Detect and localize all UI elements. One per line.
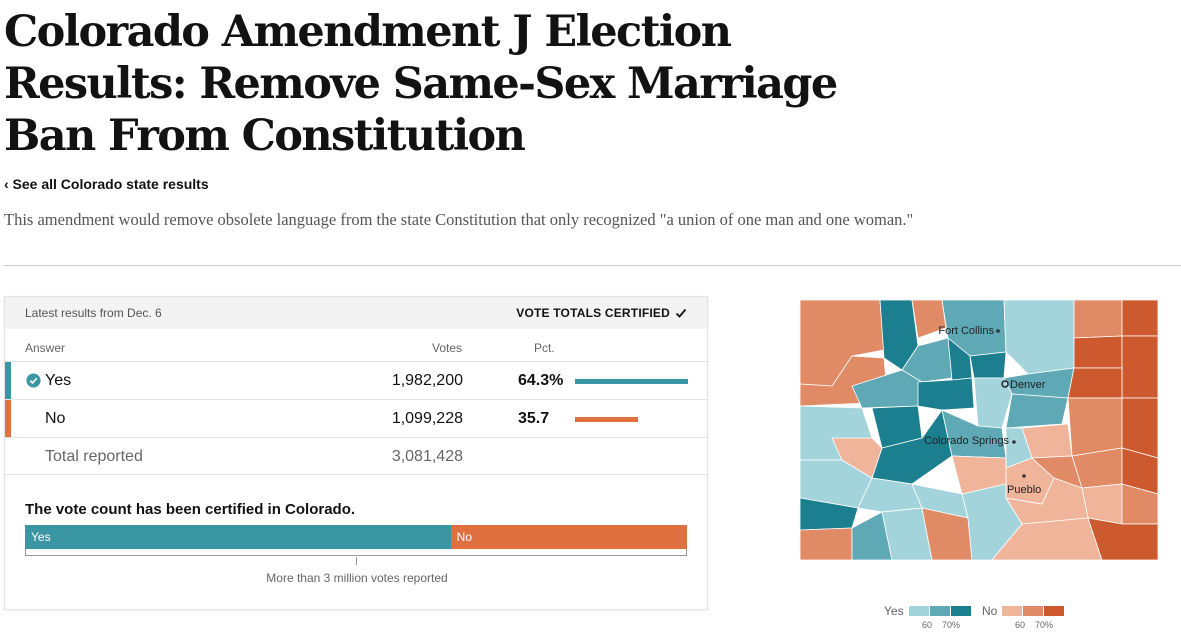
- yes-pct: 64.3%: [518, 372, 564, 389]
- answer-no-label: No: [45, 410, 66, 427]
- city-denver: Denver: [1001, 379, 1046, 391]
- city-pueblo: Pueblo: [1007, 474, 1041, 496]
- checkmark-icon: [675, 308, 687, 318]
- legend-no-tick-70: 70%: [1035, 620, 1054, 630]
- pct-column-header: Pct.: [534, 341, 555, 355]
- county-sedgwick[interactable]: [1121, 299, 1159, 337]
- reported-note: More than 3 million votes reported: [266, 571, 448, 585]
- yes-color-stripe: [5, 362, 11, 400]
- no-pct: 35.7: [518, 410, 550, 427]
- county-baca[interactable]: [1087, 517, 1159, 561]
- result-row-total: Total reported 3,081,428: [5, 437, 707, 475]
- legend-no-swatches: [1002, 604, 1065, 616]
- amendment-summary: This amendment would remove obsolete lan…: [4, 210, 914, 229]
- results-card-header: Latest results from Dec. 6 VOTE TOTALS C…: [5, 297, 707, 329]
- answer-column-header: Answer: [25, 341, 66, 355]
- city-denver-label: Denver: [1010, 379, 1046, 391]
- city-fort-collins: Fort Collins: [938, 325, 1000, 337]
- vote-share-axis: [25, 549, 687, 556]
- legend-yes-swatch-3: [951, 606, 971, 616]
- yes-votes: 1,982,200: [391, 372, 463, 389]
- legend-no-label: No: [982, 604, 998, 618]
- no-color-stripe: [5, 400, 11, 438]
- county-yuma[interactable]: [1121, 335, 1159, 399]
- county-park[interactable]: [941, 409, 1007, 459]
- legend-yes-swatches: [909, 604, 972, 616]
- county-logan[interactable]: [1073, 299, 1123, 339]
- city-colorado-springs-label: Colorado Springs: [924, 435, 1009, 447]
- county-kit-carson[interactable]: [1121, 397, 1159, 459]
- city-fort-collins-label: Fort Collins: [938, 325, 994, 337]
- county-montezuma[interactable]: [799, 527, 853, 561]
- vote-share-midpoint-tick: [356, 557, 357, 565]
- vote-share-bar: Yes No: [25, 525, 687, 549]
- vote-share-yes: Yes: [25, 525, 451, 549]
- no-votes: 1,099,228: [391, 410, 463, 427]
- legend-yes-tick-70: 70%: [942, 620, 961, 630]
- county-summit[interactable]: [917, 377, 975, 411]
- county-lincoln[interactable]: [1067, 397, 1123, 457]
- county-arapahoe[interactable]: [1005, 393, 1069, 429]
- certified-note: The vote count has been certified in Col…: [25, 501, 356, 518]
- legend-yes-swatch-2: [930, 606, 950, 616]
- votes-column-header: Votes: [432, 341, 463, 355]
- legend-yes-label: Yes: [884, 604, 904, 618]
- legend-no-tick-60: 60: [1015, 620, 1026, 630]
- total-reported-label: Total reported: [45, 448, 143, 465]
- certified-label: VOTE TOTALS CERTIFIED: [516, 306, 670, 320]
- city-pueblo-label: Pueblo: [1007, 484, 1041, 496]
- total-votes: 3,081,428: [391, 448, 463, 465]
- legend-yes-tick-60: 60: [922, 620, 933, 630]
- answer-yes-label: Yes: [45, 372, 72, 389]
- legend-no-swatch-2: [1023, 606, 1043, 616]
- legend-yes-swatch-1: [909, 606, 929, 616]
- no-pct-bar: [575, 417, 638, 422]
- results-column-headers: Answer Votes Pct.: [5, 341, 707, 361]
- colorado-county-map[interactable]: Fort Collins Denver Colorado Springs Pue…: [792, 298, 1160, 562]
- divider: [4, 265, 1181, 266]
- county-morgan[interactable]: [1073, 335, 1123, 369]
- result-row-no: No 1,099,228 35.7: [5, 399, 707, 438]
- county-washington[interactable]: [1067, 367, 1123, 399]
- county-jackson[interactable]: [911, 299, 947, 339]
- see-all-results-link[interactable]: ‹ See all Colorado state results: [4, 176, 209, 192]
- certified-status: VOTE TOTALS CERTIFIED: [516, 306, 687, 320]
- county-jefferson[interactable]: [973, 377, 1013, 429]
- legend-no-swatch-1: [1002, 606, 1022, 616]
- winner-check-icon: [26, 373, 41, 388]
- page-title: Colorado Amendment J Election Results: R…: [4, 7, 838, 161]
- vote-share-no: No: [450, 525, 687, 549]
- latest-results-label: Latest results from Dec. 6: [25, 306, 162, 320]
- results-card: Latest results from Dec. 6 VOTE TOTALS C…: [4, 296, 708, 610]
- yes-pct-bar: [575, 379, 688, 384]
- county-delta[interactable]: [831, 437, 883, 479]
- city-colorado-springs: Colorado Springs: [924, 435, 1016, 447]
- result-row-yes: Yes 1,982,200 64.3%: [5, 361, 707, 400]
- county-boulder[interactable]: [969, 351, 1007, 379]
- legend-no-swatch-3: [1044, 606, 1064, 616]
- county-results-map[interactable]: Fort Collins Denver Colorado Springs Pue…: [792, 298, 1160, 562]
